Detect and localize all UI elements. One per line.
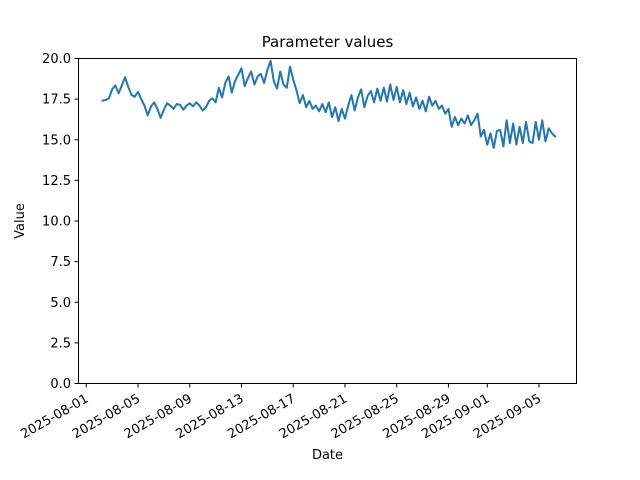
y-tick-label: 10.0 [42, 215, 71, 230]
y-tick-label: 7.5 [50, 255, 71, 270]
y-tick-label: 2.5 [50, 336, 71, 351]
y-tick-label: 0.0 [50, 377, 71, 392]
y-tick-label: 5.0 [50, 296, 71, 311]
y-tick-label: 17.5 [42, 93, 71, 108]
y-tick-label: 20.0 [42, 52, 71, 67]
data-line-parameter-values [101, 59, 557, 149]
y-axis-label: Value [13, 203, 28, 239]
chart-title: Parameter values [262, 33, 394, 51]
plot-area: 0.02.55.07.510.012.515.017.520.02025-08-… [18, 52, 577, 442]
x-axis-label: Date [312, 448, 343, 463]
y-tick-label: 15.0 [42, 133, 71, 148]
y-tick-label: 12.5 [42, 174, 71, 189]
